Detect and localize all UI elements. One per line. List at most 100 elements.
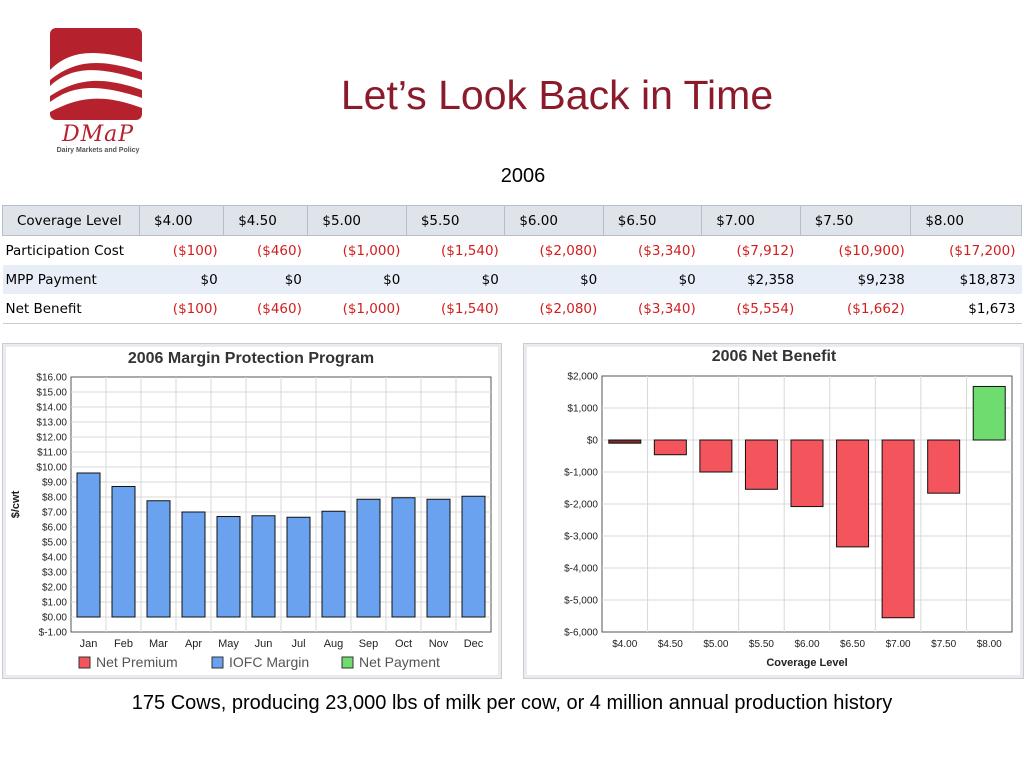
x-tick-label: $7.50 [931, 639, 956, 650]
x-tick-label: Dec [464, 638, 484, 650]
table-header-cell: $4.00 [138, 205, 225, 236]
y-tick-label: $-3,000 [564, 532, 598, 543]
bar-iofc-margin [321, 510, 346, 618]
bar-iofc-margin [461, 495, 486, 618]
y-tick-label: $-6,000 [564, 628, 598, 639]
table-cell: $0 [603, 265, 702, 294]
y-tick-label: $3.00 [42, 568, 67, 579]
bar-net-benefit [881, 439, 915, 619]
table-cell: $1,673 [910, 294, 1022, 324]
x-tick-label: $4.50 [658, 639, 683, 650]
table-header-cell: $7.50 [799, 205, 912, 236]
table-cell: ($1,540) [441, 242, 499, 259]
table-cell: ($1,540) [406, 294, 505, 324]
bar-net-benefit [927, 439, 961, 494]
bar-net-benefit [836, 439, 870, 548]
table-cell: ($1,662) [800, 294, 911, 324]
table-cell: ($2,080) [504, 294, 604, 324]
table-cell: $9,238 [800, 265, 911, 294]
y-tick-label: $-2,000 [564, 500, 598, 511]
table-row: MPP Payment $0 $0 $0 $0 $0 $0 $2,358 $9,… [2, 265, 1022, 294]
x-tick-label: Jan [80, 638, 98, 650]
coverage-table: Coverage Level $4.00 $4.50 $5.00 $5.50 $… [2, 205, 1022, 324]
y-tick-label: $5.00 [42, 538, 67, 549]
bar-iofc-margin [356, 498, 381, 618]
page-title: Let’s Look Back in Time [340, 72, 774, 118]
y-tick-label: $-4,000 [564, 564, 598, 575]
bar-iofc-margin [76, 472, 101, 618]
x-tick-label: $6.00 [794, 639, 819, 650]
chart-title: 2006 Net Benefit [712, 348, 837, 365]
table-header-cell: Coverage Level [2, 205, 140, 236]
y-tick-label: $2.00 [42, 583, 67, 594]
x-tick-label: $6.50 [840, 639, 865, 650]
footer-note: 175 Cows, producing 23,000 lbs of milk p… [131, 692, 893, 714]
row-label: Net Benefit [2, 294, 140, 324]
table-cell: ($2,080) [539, 242, 598, 259]
x-tick-label: Oct [395, 638, 412, 650]
table-cell: ($5,554) [701, 294, 801, 324]
table-cell: ($10,900) [838, 242, 905, 259]
y-axis-label: $/cwt [10, 490, 22, 518]
table-cell: $0 [406, 265, 505, 294]
table-cell: $0 [307, 265, 407, 294]
table-header-row: Coverage Level $4.00 $4.50 $5.00 $5.50 $… [2, 205, 1022, 236]
bar-iofc-margin [251, 515, 276, 618]
table-cell: ($100) [139, 294, 224, 324]
table-cell: ($460) [256, 242, 302, 259]
y-tick-label: $15.00 [36, 388, 67, 399]
y-tick-label: $11.00 [37, 448, 67, 459]
dmap-logo-mark [50, 28, 142, 120]
x-tick-label: Jul [291, 638, 305, 650]
y-tick-label: $12.00 [36, 433, 67, 444]
x-tick-label: Apr [185, 638, 202, 650]
y-tick-label: $7.00 [42, 508, 67, 519]
y-tick-label: $10.00 [36, 463, 67, 474]
table-cell: ($460) [223, 294, 308, 324]
wave-icon [50, 52, 142, 112]
table-cell: $18,873 [910, 265, 1022, 294]
row-label: Participation Cost [5, 242, 125, 259]
x-axis-label: Coverage Level [766, 657, 847, 669]
bar-iofc-margin [111, 486, 136, 618]
bar-net-benefit [699, 439, 733, 473]
y-tick-label: $4.00 [42, 553, 67, 564]
legend-label: IOFC Margin [229, 654, 309, 670]
table-cell: ($100) [172, 242, 218, 259]
table-cell: $0 [139, 265, 224, 294]
logo-subtitle: Dairy Markets and Policy [56, 147, 140, 154]
bar-iofc-margin [181, 511, 206, 618]
table-cell: ($3,340) [603, 294, 702, 324]
x-tick-label: $4.00 [612, 639, 637, 650]
table-header-cell: $7.00 [701, 205, 801, 236]
bar-net-benefit [790, 439, 824, 508]
y-tick-label: $16.00 [36, 373, 67, 384]
y-tick-label: $14.00 [36, 403, 67, 414]
x-tick-label: Jun [255, 638, 273, 650]
table-header-cell: $6.00 [504, 205, 604, 236]
margin-chart-panel: 2006 Margin Protection Program $-1.00 $0.0… [2, 343, 502, 679]
y-tick-label: $13.00 [36, 418, 67, 429]
y-tick-label: $-1,000 [564, 468, 598, 479]
legend-swatch [78, 656, 91, 669]
y-tick-label: $1.00 [42, 598, 67, 609]
table-header-cell: $5.50 [405, 205, 506, 236]
table-cell: ($7,912) [736, 242, 795, 259]
table-header-cell: $4.50 [223, 205, 309, 236]
x-tick-label: May [218, 638, 239, 650]
bar-iofc-margin [286, 516, 311, 618]
bar-iofc-margin [391, 497, 416, 618]
table-header-cell: $6.50 [602, 205, 703, 236]
x-tick-label: Mar [149, 638, 168, 650]
x-tick-label: $8.00 [977, 639, 1002, 650]
y-tick-label: $1,000 [567, 404, 598, 415]
legend-label: Net Payment [359, 654, 440, 670]
x-tick-label: $7.00 [886, 639, 911, 650]
table-header-cell: $5.00 [307, 205, 407, 236]
y-tick-label: $8.00 [42, 493, 67, 504]
logo-text: DMaP [61, 122, 135, 147]
y-tick-label: $6.00 [42, 523, 67, 534]
bar-net-benefit [653, 439, 687, 456]
y-tick-label: $-5,000 [564, 596, 598, 607]
x-tick-label: Feb [114, 638, 133, 650]
